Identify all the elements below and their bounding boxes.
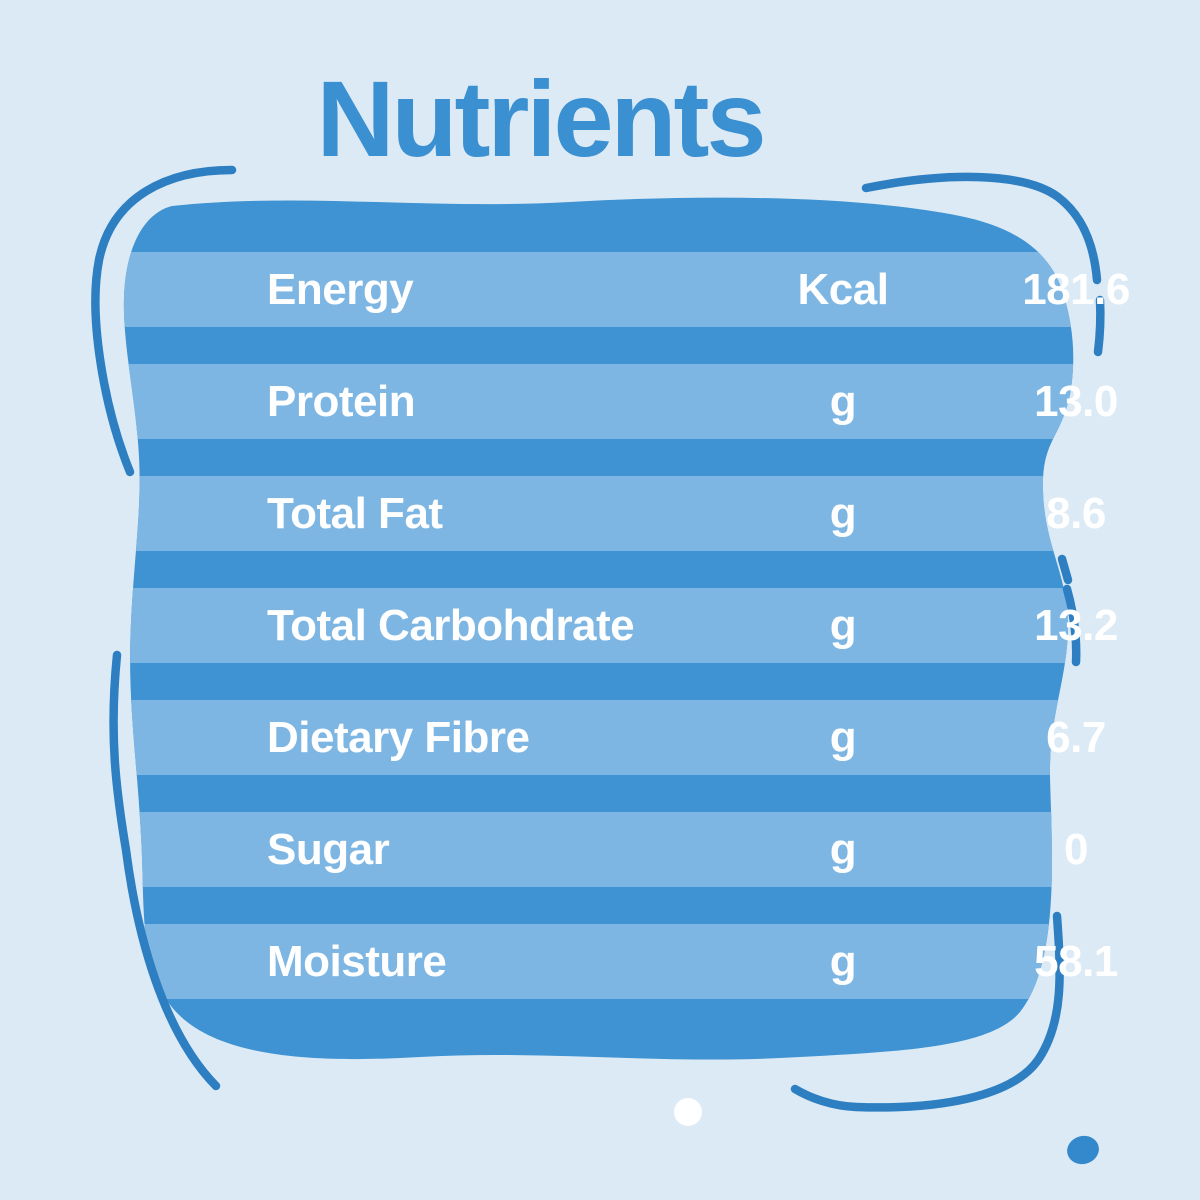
row-stripe <box>123 476 1074 551</box>
doodle-top-right-dash <box>1093 295 1105 357</box>
blue-dot <box>1067 1135 1099 1165</box>
doodle-top-right <box>861 172 1102 285</box>
doodle-bottom-right <box>790 911 1064 1112</box>
row-stripe <box>123 364 1074 439</box>
row-stripe <box>123 812 1074 887</box>
page-title: Nutrients <box>316 58 766 179</box>
doodle-left-lower <box>109 650 221 1091</box>
row-stripes <box>123 252 1074 999</box>
row-stripe <box>123 252 1074 327</box>
row-stripe <box>123 588 1074 663</box>
white-dot <box>674 1098 702 1126</box>
row-stripe <box>123 700 1074 775</box>
doodle-right-dash-small <box>1057 554 1073 585</box>
doodle-right-dash <box>1062 584 1081 667</box>
row-stripe <box>123 924 1074 999</box>
doodle-top-left <box>91 165 237 477</box>
